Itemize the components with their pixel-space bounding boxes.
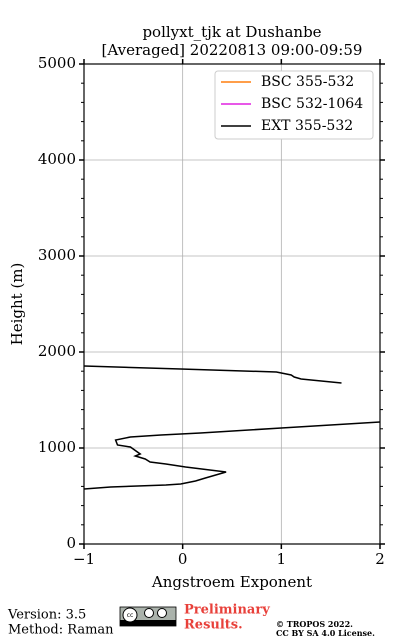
x-tick-label: 2 [375,550,385,568]
license: CC BY SA 4.0 License. [276,628,375,638]
preliminary: Preliminary [184,603,270,618]
y-tick-label: 3000 [38,246,76,264]
y-tick-label: 4000 [38,150,76,168]
y-axis-label: Height (m) [8,263,26,346]
y-tick-label: 1000 [38,438,76,456]
legend-label: BSC 532-1064 [261,96,363,112]
x-tick-label: 1 [277,550,287,568]
x-tick-label: −1 [73,550,95,568]
version: Version: 3.5 [7,608,86,623]
x-axis-label: Angstroem Exponent [151,573,312,591]
copyright: © TROPOS 2022. [276,619,353,629]
x-tick-label: 0 [178,550,188,568]
y-tick-label: 2000 [38,342,76,360]
method: Method: Raman [8,623,114,638]
data-line [84,365,380,490]
plot-area [84,365,380,490]
results: Results. [184,618,243,633]
cc-badge: cc [119,606,177,627]
y-tick-label: 0 [66,534,76,552]
legend-box [214,70,374,140]
plot-frame [83,63,381,545]
legend-label: BSC 355-532 [261,74,354,90]
legend-label: EXT 355-532 [261,118,353,134]
y-tick-label: 5000 [38,54,76,72]
chart-subtitle: [Averaged] 20220813 09:00-09:59 [102,41,363,59]
chart-title: pollyxt_tjk at Dushanbe [142,23,321,41]
svg-text:cc: cc [127,612,134,619]
